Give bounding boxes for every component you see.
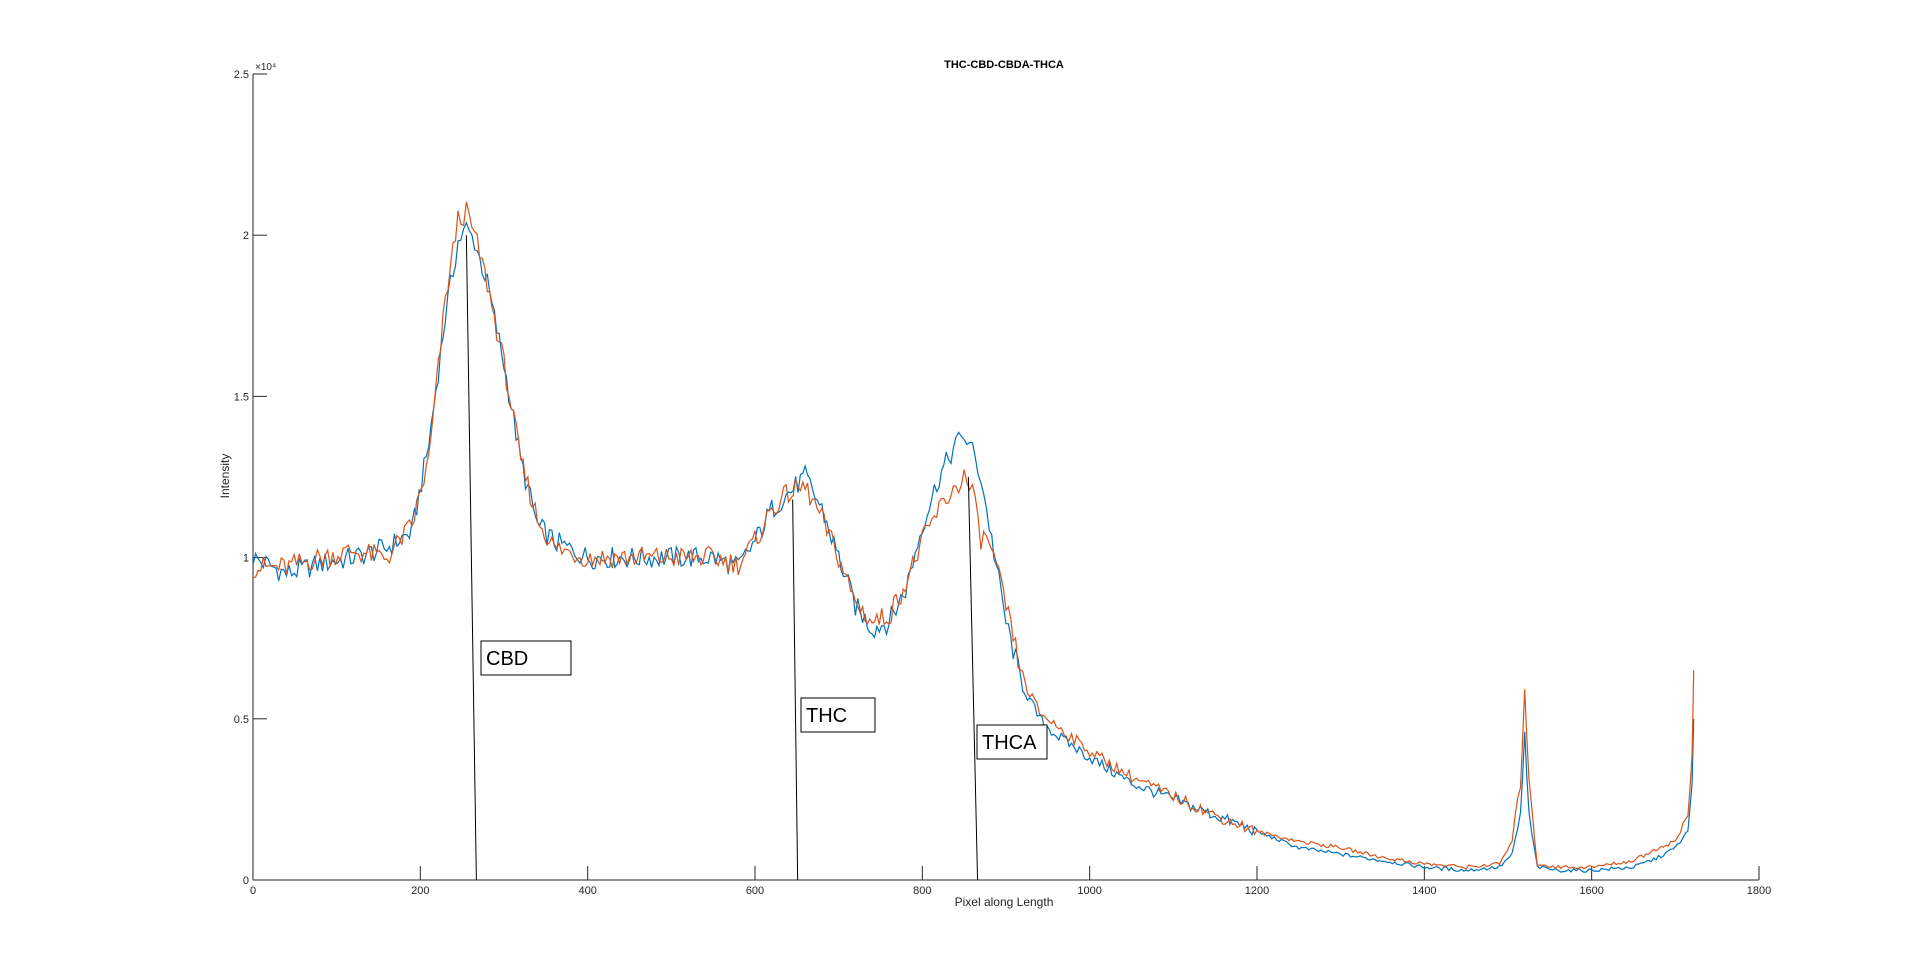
x-tick-label: 1000 [1077, 885, 1101, 897]
x-axis-label: Pixel along Length [955, 895, 1054, 909]
x-tick-label: 1200 [1245, 885, 1269, 897]
annotation-box-thca [976, 724, 1048, 760]
y-tick-label: 1.5 [234, 391, 249, 403]
y-tick-label: 2 [243, 230, 249, 242]
y-axis-label: Intensity [218, 454, 232, 499]
y-tick-label: 0 [243, 875, 249, 887]
y-tick-label: 2.5 [234, 69, 249, 81]
annotation-label-thca: THCA [982, 732, 1037, 754]
series-line-1 [252, 221, 1695, 873]
y-tick-label: 1 [243, 553, 249, 565]
series-line-2 [252, 201, 1695, 870]
x-tick-label: 800 [913, 885, 931, 897]
x-tick-label: 400 [578, 885, 596, 897]
annotation-label-thc: THC [806, 705, 847, 727]
annotation-line-thca [967, 476, 979, 881]
annotation-label-cbd: CBD [486, 648, 528, 670]
x-tick-label: 1600 [1579, 885, 1603, 897]
x-tick-label: 600 [746, 885, 764, 897]
chart-title: THC-CBD-CBDA-THCA [944, 59, 1064, 71]
x-tick-label: 1800 [1747, 885, 1771, 897]
annotation-box-thc [800, 697, 876, 733]
plot-area: 0 200 400 600 800 1000 1200 1400 1600 1800 0 0.5 1 1.… [234, 69, 1772, 897]
x-tick-label: 1400 [1412, 885, 1436, 897]
y-exponent-label: ×10⁴ [255, 62, 276, 73]
x-tick-label: 200 [411, 885, 429, 897]
annotation-box-cbd [480, 640, 572, 676]
annotation-line-cbd [465, 235, 477, 881]
annotation-line-thc [792, 499, 799, 881]
y-tick-label: 0.5 [234, 714, 249, 726]
x-tick-label: 0 [250, 885, 256, 897]
